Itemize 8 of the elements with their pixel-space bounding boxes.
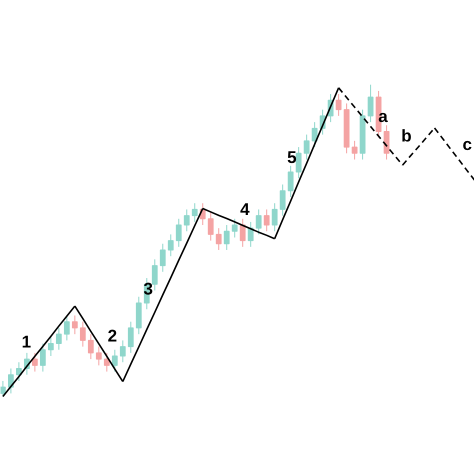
- series-label: 3: [144, 279, 153, 298]
- series-label: 2: [108, 326, 118, 346]
- series-label: 1: [22, 332, 32, 352]
- series-label: 4: [240, 200, 250, 219]
- series-label: c: [462, 134, 472, 154]
- series-label: a: [378, 106, 388, 126]
- series-label: 5: [287, 148, 297, 168]
- series-label: b: [401, 126, 412, 146]
